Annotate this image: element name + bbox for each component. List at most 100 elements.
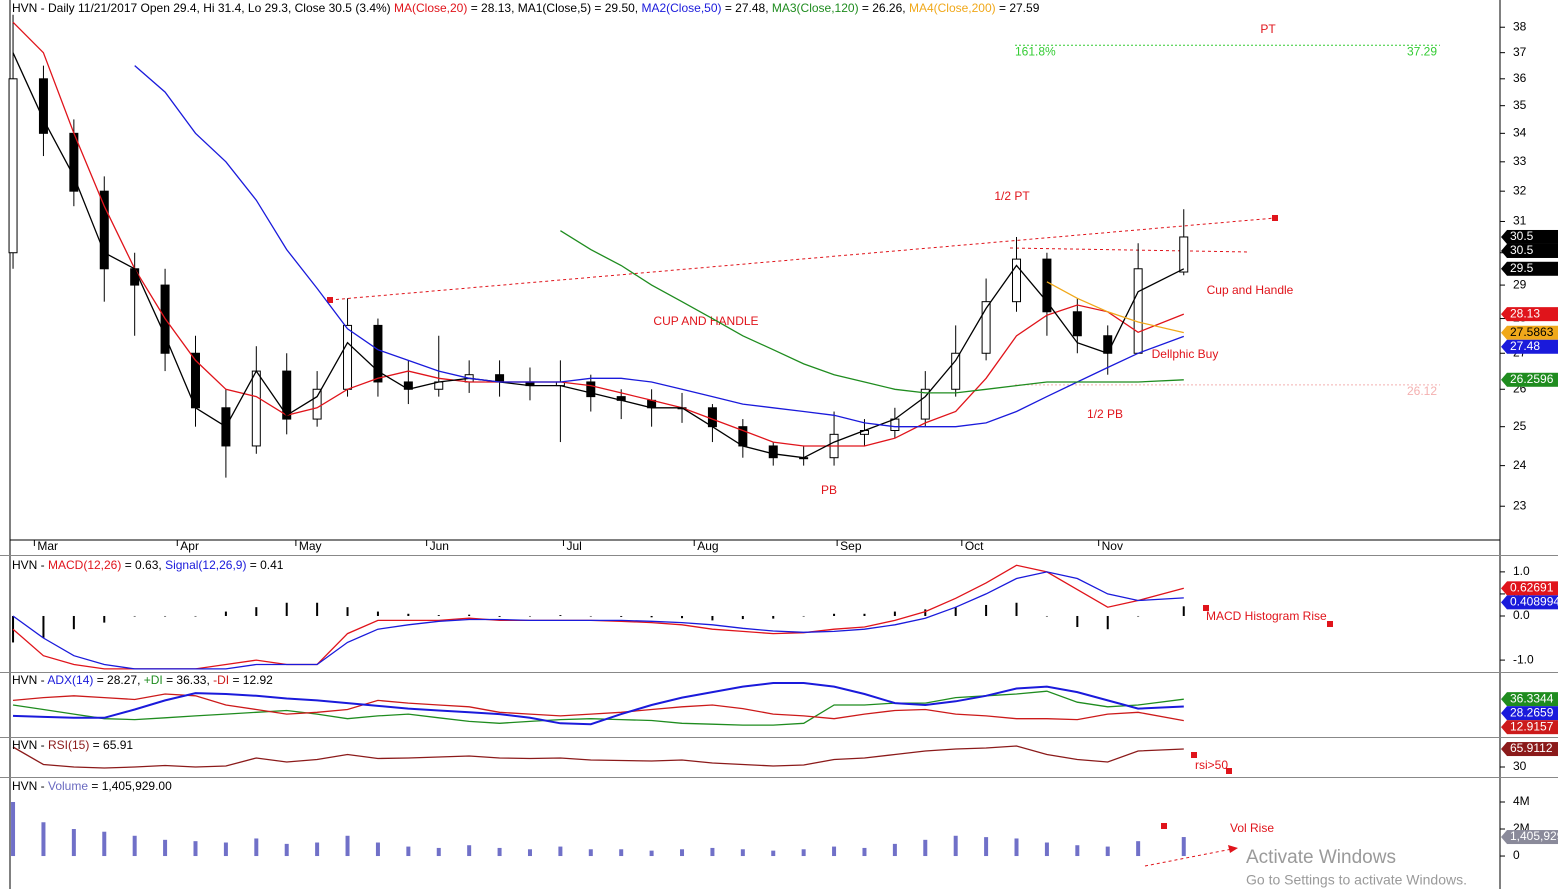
value-marker-tip <box>1501 372 1507 387</box>
header-part: HVN - <box>12 779 48 793</box>
y-tick-label: 30 <box>1513 759 1527 773</box>
bar <box>984 837 989 857</box>
bar <box>1045 615 1048 617</box>
bar <box>1044 842 1049 857</box>
bar <box>832 846 837 857</box>
y-tick-label: 32 <box>1513 183 1527 197</box>
bar <box>164 615 167 617</box>
trend-handle <box>1327 621 1333 627</box>
value-marker <box>1507 692 1558 707</box>
candle-body <box>768 445 778 459</box>
bar <box>42 615 45 639</box>
panel-header: HVN - Volume = 1,405,929.00 <box>12 779 172 793</box>
value-marker <box>1507 229 1558 244</box>
y-tick-label: 36 <box>1513 71 1527 85</box>
x-tick-label: Jul <box>566 539 581 553</box>
bar <box>620 615 623 617</box>
bar <box>41 822 46 857</box>
annotation: 1/2 PB <box>1087 407 1123 421</box>
value-marker-tip <box>1501 706 1507 721</box>
y-tick-label: 1.0 <box>1513 564 1530 578</box>
value-marker-label: 65.9112 <box>1510 741 1553 755</box>
series-line <box>12 745 1184 769</box>
value-marker-tip <box>1501 243 1507 258</box>
value-marker-label: 0.62691 <box>1510 581 1554 595</box>
annotation: Vol Rise <box>1230 821 1274 835</box>
y-tick-label: -1.0 <box>1513 652 1534 666</box>
bar <box>1014 838 1019 857</box>
panel: 30 HVN - RSI(15) = 65.91 65.9112 <box>12 738 1558 773</box>
series-line <box>560 230 1184 394</box>
value-marker-label: 29.5 <box>1510 261 1534 275</box>
y-tick-label: 34 <box>1513 126 1527 140</box>
bar <box>132 835 137 857</box>
header-part: = 27.59 <box>996 1 1040 15</box>
bar <box>194 615 197 617</box>
value-marker-label: 27.48 <box>1510 339 1540 353</box>
bar <box>619 849 624 857</box>
bar <box>102 831 107 857</box>
bar <box>1075 845 1080 857</box>
annotation: PB <box>821 483 837 497</box>
value-marker-tip <box>1501 261 1507 276</box>
bar <box>437 615 440 616</box>
drawings <box>327 215 1333 867</box>
value-marker <box>1507 595 1558 610</box>
bar <box>346 607 349 616</box>
bar <box>498 615 501 617</box>
header-part: MA2(Close,50) <box>641 1 721 15</box>
bar <box>467 845 472 857</box>
y-tick-label: 24 <box>1513 458 1527 472</box>
header-part: MA4(Close,200) <box>909 1 996 15</box>
value-marker-label: 0.408994 <box>1510 595 1558 609</box>
bar <box>11 801 16 857</box>
bar <box>71 829 76 857</box>
value-marker-tip <box>1501 307 1507 322</box>
bar <box>527 849 532 857</box>
value-marker-label: 12.9157 <box>1510 719 1554 733</box>
header-part: = 12.92 <box>229 673 273 687</box>
candle-body <box>586 381 596 398</box>
value-marker-label: 36.3344 <box>1510 691 1554 705</box>
series-line <box>12 690 1184 726</box>
y-tick-label: 33 <box>1513 154 1527 168</box>
candle-body <box>1042 258 1052 313</box>
annotation: Cup and Handle <box>1207 283 1294 297</box>
watermark-title: Activate Windows <box>1246 847 1396 868</box>
bar <box>72 615 75 630</box>
header-part: = 0.63, <box>121 558 165 572</box>
candle-body <box>99 190 109 270</box>
arrow-head <box>1228 845 1238 853</box>
annotation: 1/2 PT <box>994 189 1030 203</box>
header-part: = 27.48, <box>722 1 772 15</box>
bar <box>893 611 896 616</box>
bar <box>436 847 441 857</box>
bar <box>740 849 745 857</box>
x-tick-label: Nov <box>1102 539 1123 553</box>
watermark-subtitle: Go to Settings to activate Windows. <box>1246 872 1467 888</box>
candle-body <box>981 301 991 354</box>
value-marker-tip <box>1501 229 1507 244</box>
panel: HVN - ADX(14) = 28.27, +DI = 36.33, -DI … <box>12 673 1558 735</box>
candle-body <box>312 388 322 420</box>
header-part: MA(Close,20) <box>394 1 467 15</box>
trend-line <box>329 217 1276 301</box>
series-line <box>1046 281 1184 334</box>
candle-body <box>920 388 930 420</box>
annotation: Dellphic Buy <box>1152 347 1219 361</box>
header-part: -DI <box>213 673 229 687</box>
value-marker <box>1507 307 1558 322</box>
candle-body <box>130 268 140 286</box>
header-part: Volume <box>48 779 88 793</box>
x-tick-label: Oct <box>965 539 984 553</box>
header-part: HVN - <box>12 673 47 687</box>
value-marker <box>1507 339 1558 354</box>
bar <box>833 613 836 616</box>
value-marker-label: 28.13 <box>1510 306 1540 320</box>
value-marker <box>1507 706 1558 721</box>
header-part: MA3(Close,120) <box>772 1 859 15</box>
bar <box>316 602 319 616</box>
trend-handle <box>1161 823 1167 829</box>
